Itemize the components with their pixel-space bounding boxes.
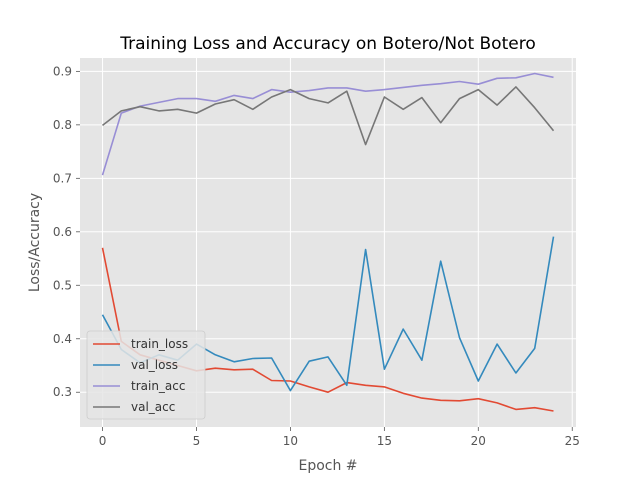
legend-label-val-loss: val_loss <box>131 358 178 372</box>
legend-label-train-acc: train_acc <box>131 379 185 393</box>
legend-label-train-loss: train_loss <box>131 337 188 351</box>
legend-label-val-acc: val_acc <box>131 400 175 414</box>
y-tick-label: 0.6 <box>53 225 72 239</box>
x-tick-label: 5 <box>193 434 201 448</box>
x-tick-label: 20 <box>471 434 486 448</box>
chart-title: Training Loss and Accuracy on Botero/Not… <box>119 34 535 54</box>
series-line-val-acc <box>102 86 555 146</box>
x-tick-label: 15 <box>377 434 392 448</box>
y-tick-label: 0.7 <box>53 171 72 185</box>
y-tick-label: 0.3 <box>53 385 72 399</box>
y-tick-label: 0.5 <box>53 278 72 292</box>
x-tick-label: 25 <box>565 434 580 448</box>
y-tick-label: 0.4 <box>53 332 72 346</box>
legend: train_loss val_loss train_acc val_acc <box>86 330 206 420</box>
x-tick-label: 10 <box>283 434 298 448</box>
legend-frame <box>86 330 206 420</box>
y-tick-label: 0.9 <box>53 64 72 78</box>
x-tick-label: 0 <box>99 434 107 448</box>
y-tick-label: 0.8 <box>53 118 72 132</box>
x-axis-label: Epoch # <box>298 458 357 474</box>
y-axis-label: Loss/Accuracy <box>27 193 43 292</box>
series-line-train-acc <box>101 72 554 176</box>
axis-ticks: 0 5 10 15 20 25 0.3 0.4 0.5 0.6 0.7 0.8 0.9 <box>53 64 580 448</box>
